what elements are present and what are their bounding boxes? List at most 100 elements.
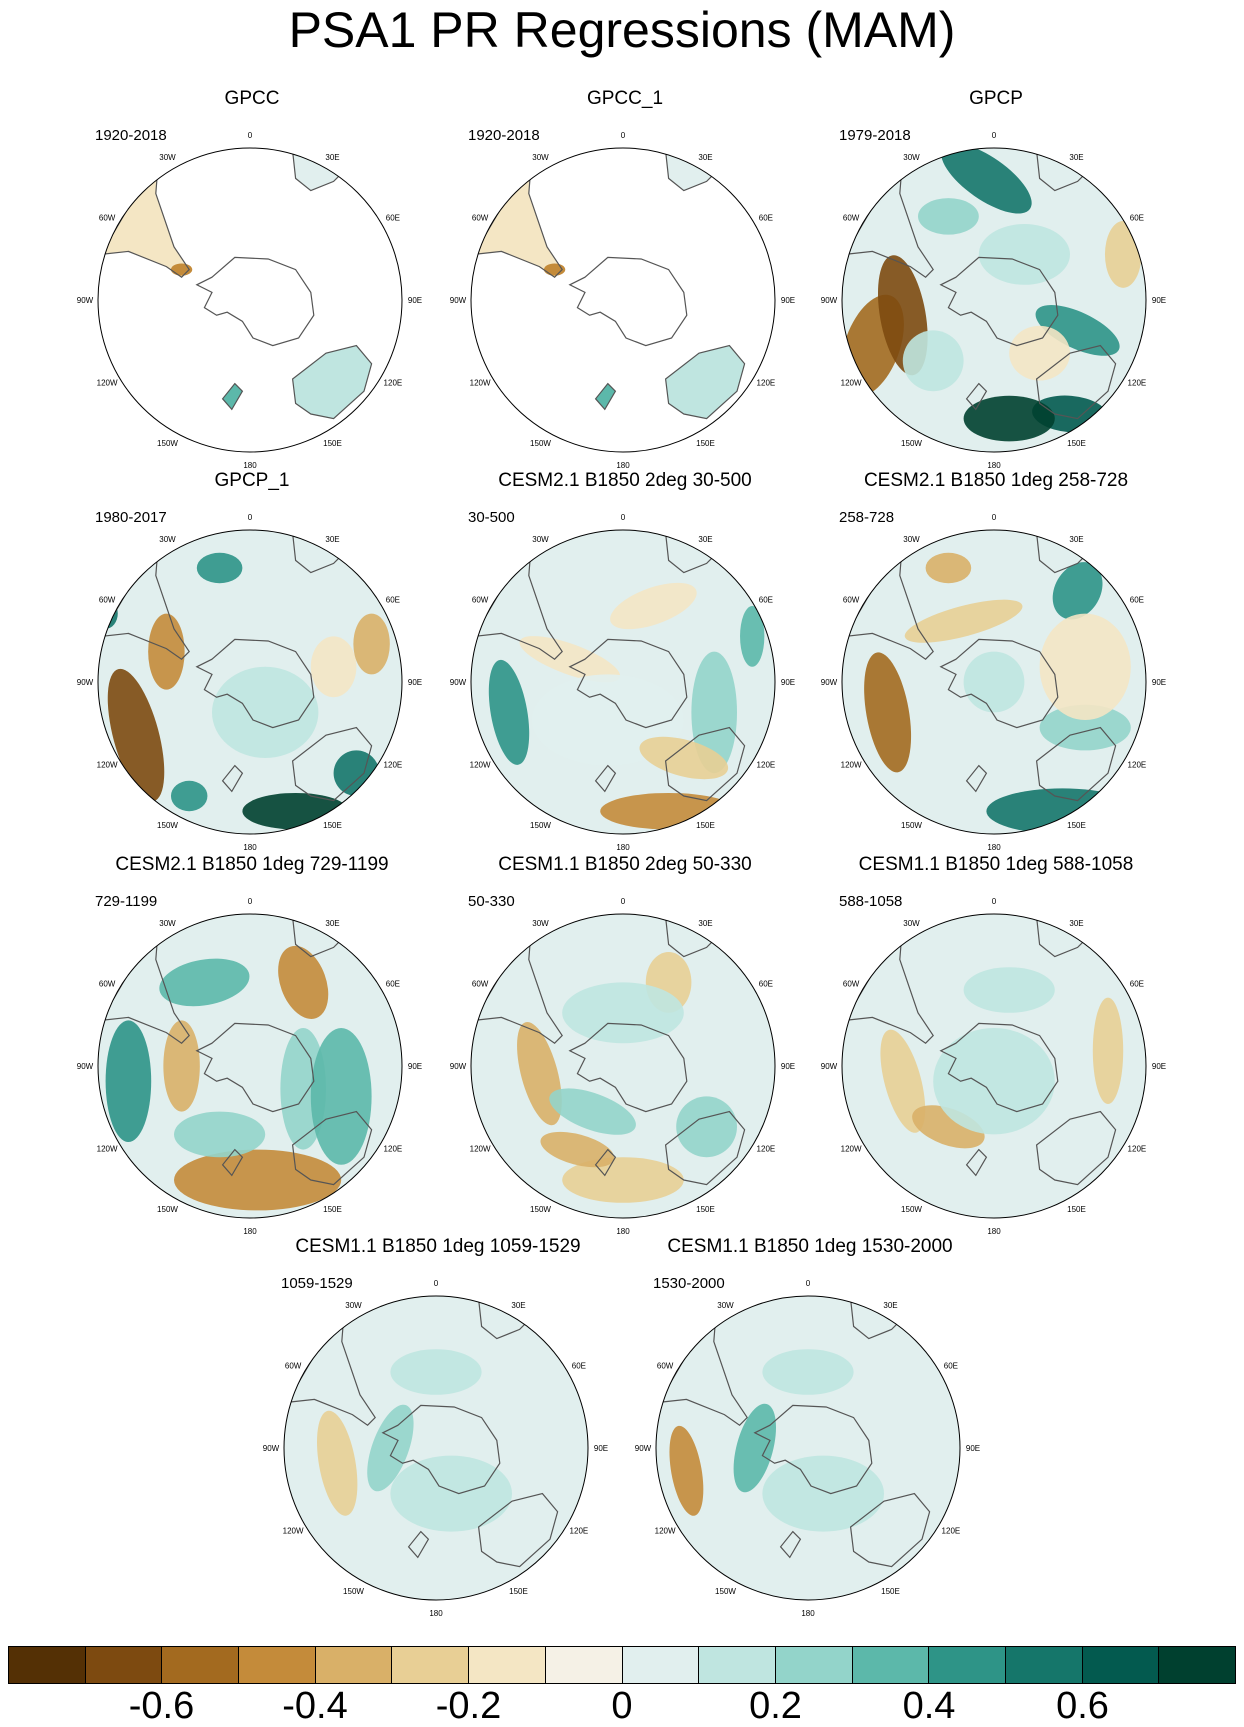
longitude-label: 0 xyxy=(621,131,626,140)
longitude-label: 30E xyxy=(325,535,339,544)
panel-title: CESM1.1 B1850 1deg 588-1058 xyxy=(859,854,1134,875)
longitude-label: 120W xyxy=(97,379,118,388)
longitude-label: 90W xyxy=(77,296,94,305)
map-panel: 0 30E 60E 90E 120E 150E 180 150W 120W 90W 60W 30W CE… xyxy=(450,470,795,852)
longitude-label: 60W xyxy=(472,214,489,223)
longitude-label: 90W xyxy=(77,1062,94,1071)
longitude-label: 150W xyxy=(530,439,551,448)
map-panel: 0 30E 60E 90E 120E 150E 180 150W 120W 90W 60W 30W GP… xyxy=(77,470,422,852)
longitude-label: 150E xyxy=(696,1205,715,1214)
longitude-label: 0 xyxy=(248,897,253,906)
longitude-label: 150W xyxy=(901,821,922,830)
longitude-label: 120E xyxy=(1128,761,1147,770)
longitude-label: 0 xyxy=(992,513,997,522)
longitude-label: 90W xyxy=(77,678,94,687)
longitude-label: 150E xyxy=(1067,1205,1086,1214)
panel-period: 30-500 xyxy=(468,509,515,526)
coastlines xyxy=(843,916,1117,1186)
longitude-label: 180 xyxy=(616,1227,630,1236)
panel-period: 258-728 xyxy=(839,509,894,526)
longitude-label: 90E xyxy=(1152,296,1166,305)
map-panel: 0 30E 60E 90E 120E 150E 180 150W 120W 90W 60W 30W CE… xyxy=(821,854,1166,1236)
longitude-label: 60W xyxy=(657,1362,674,1371)
longitude-label: 30W xyxy=(159,919,176,928)
longitude-label: 120W xyxy=(841,1145,862,1154)
longitude-label: 180 xyxy=(616,843,630,852)
colorbar-swatch xyxy=(1082,1647,1160,1683)
longitude-label: 30W xyxy=(903,919,920,928)
panel-title: CESM2.1 B1850 1deg 729-1199 xyxy=(115,854,388,875)
longitude-label: 60W xyxy=(99,214,116,223)
longitude-label: 120E xyxy=(384,1145,403,1154)
longitude-label: 60E xyxy=(572,1362,586,1371)
colorbar-swatch xyxy=(1005,1647,1083,1683)
longitude-label: 30E xyxy=(698,535,712,544)
panel-title: GPCP_1 xyxy=(215,470,290,491)
longitude-label: 60E xyxy=(386,980,400,989)
longitude-label: 150E xyxy=(696,821,715,830)
longitude-label: 120E xyxy=(942,1527,961,1536)
panel-title: GPCC xyxy=(225,88,280,109)
figure-title: PSA1 PR Regressions (MAM) xyxy=(288,2,956,58)
panel-period: 1980-2017 xyxy=(95,509,167,526)
panel-period: 588-1058 xyxy=(839,893,902,910)
panel-period: 1920-2018 xyxy=(468,127,540,144)
longitude-label: 180 xyxy=(243,461,257,470)
longitude-label: 180 xyxy=(987,1227,1001,1236)
longitude-label: 150E xyxy=(323,821,342,830)
map-boundary xyxy=(97,529,403,835)
colorbar-swatch xyxy=(775,1647,853,1683)
map-panel: 0 30E 60E 90E 120E 150E 180 150W 120W 90W 60W 30W CE… xyxy=(635,1236,980,1618)
longitude-label: 30W xyxy=(532,919,549,928)
coastlines xyxy=(472,916,746,1186)
longitude-label: 90W xyxy=(635,1444,652,1453)
longitude-label: 90E xyxy=(1152,1062,1166,1071)
longitude-label: 60W xyxy=(843,596,860,605)
map-boundary xyxy=(283,1295,589,1601)
longitude-label: 30E xyxy=(511,1301,525,1310)
longitude-label: 120E xyxy=(384,379,403,388)
longitude-label: 120W xyxy=(841,379,862,388)
precip-field xyxy=(842,914,1146,1218)
longitude-label: 30W xyxy=(532,535,549,544)
panel-title: CESM2.1 B1850 2deg 30-500 xyxy=(498,470,752,491)
map-panel: 0 30E 60E 90E 120E 150E 180 150W 120W 90W 60W 30W CE… xyxy=(450,854,795,1236)
map-boundary xyxy=(841,913,1147,1219)
longitude-label: 120W xyxy=(97,761,118,770)
map-panel: 0 30E 60E 90E 120E 150E 180 150W 120W 90W 60W 30W CE… xyxy=(821,470,1166,852)
longitude-label: 180 xyxy=(987,843,1001,852)
longitude-label: 30W xyxy=(159,153,176,162)
longitude-label: 60W xyxy=(99,980,116,989)
longitude-label: 60E xyxy=(944,1362,958,1371)
longitude-label: 30E xyxy=(1069,919,1083,928)
longitude-label: 90W xyxy=(821,296,838,305)
longitude-label: 90W xyxy=(821,1062,838,1071)
longitude-label: 90E xyxy=(594,1444,608,1453)
longitude-label: 90W xyxy=(450,678,467,687)
longitude-label: 30W xyxy=(345,1301,362,1310)
longitude-label: 120W xyxy=(283,1527,304,1536)
panel-title: CESM1.1 B1850 1deg 1530-2000 xyxy=(667,1236,952,1257)
panel-period: 1979-2018 xyxy=(839,127,911,144)
longitude-label: 120E xyxy=(757,379,776,388)
colorbar-swatch xyxy=(699,1647,776,1683)
longitude-label: 90W xyxy=(450,296,467,305)
longitude-label: 120E xyxy=(1128,379,1147,388)
longitude-label: 120E xyxy=(757,761,776,770)
panel-title: CESM1.1 B1850 2deg 50-330 xyxy=(498,854,752,875)
colorbar-tick-label: -0.4 xyxy=(282,1685,348,1727)
longitude-label: 90E xyxy=(781,1062,795,1071)
colorbar-swatch xyxy=(545,1647,623,1683)
longitude-label: 0 xyxy=(621,897,626,906)
colorbar-swatch xyxy=(929,1647,1006,1683)
longitude-label: 120W xyxy=(97,1145,118,1154)
colorbar-swatch xyxy=(392,1647,470,1683)
longitude-label: 150W xyxy=(157,1205,178,1214)
longitude-label: 90E xyxy=(1152,678,1166,687)
longitude-label: 150E xyxy=(323,1205,342,1214)
longitude-label: 150W xyxy=(530,821,551,830)
colorbar-tick-label: -0.6 xyxy=(128,1685,195,1727)
longitude-label: 90E xyxy=(408,296,422,305)
colorbar-swatch xyxy=(9,1647,86,1683)
longitude-label: 60E xyxy=(386,596,400,605)
